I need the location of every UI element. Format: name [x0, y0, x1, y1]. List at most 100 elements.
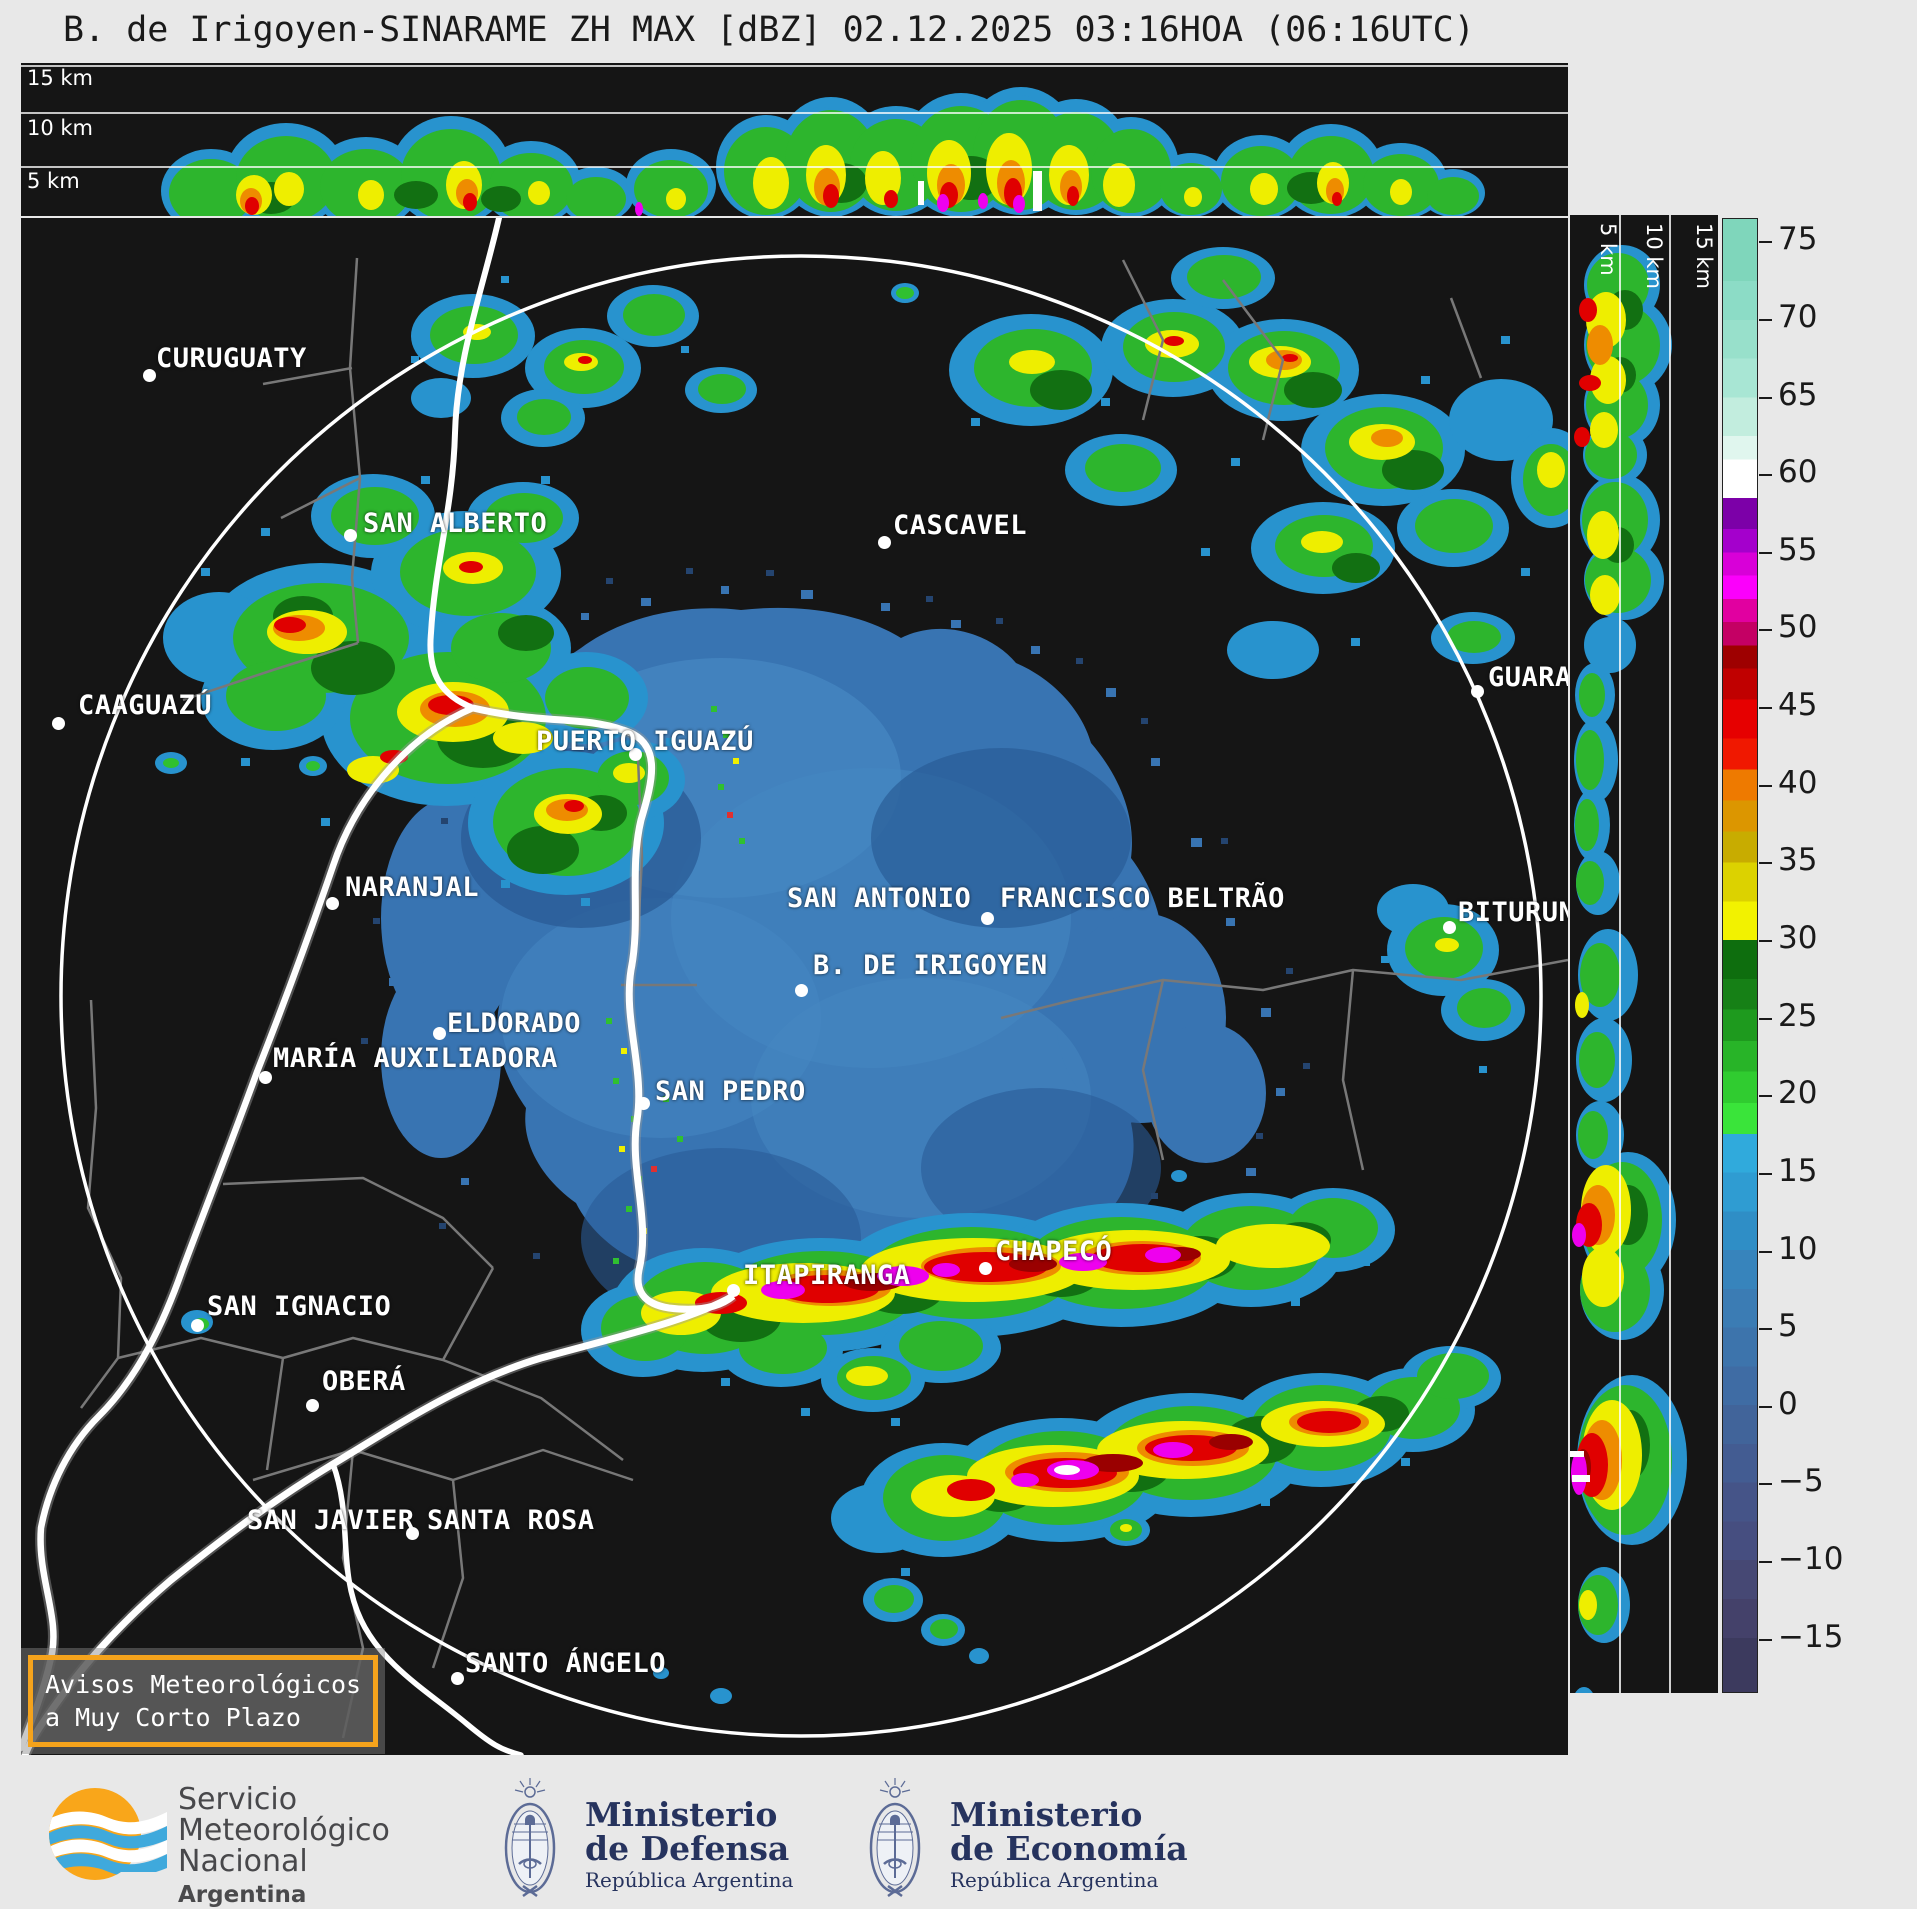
- colorbar: [1722, 218, 1758, 1693]
- city-label-cascavel: CASCAVEL: [893, 510, 1028, 541]
- colorbar-tick-label: 0: [1778, 1385, 1798, 1422]
- city-dot-caaguaz-: [51, 716, 65, 730]
- colorbar-tick: [1759, 1017, 1772, 1020]
- defensa-line1: Ministerio: [585, 1795, 778, 1834]
- city-dot-san-pedro: [636, 1096, 650, 1110]
- colorbar-tick-label: 30: [1778, 920, 1818, 957]
- colorbar-tick: [1759, 1638, 1772, 1641]
- city-dot-santa-rosa: [405, 1526, 419, 1540]
- height-label-10km-vertical: 10 km: [1642, 223, 1666, 290]
- city-label-biturun: BITURUN: [1458, 897, 1568, 928]
- warning-box[interactable]: Avisos Meteorológicos a Muy Corto Plazo: [21, 1648, 386, 1754]
- city-label-san-antonio: SAN ANTONIO: [787, 883, 972, 914]
- colorbar-tick-label: 70: [1778, 299, 1818, 336]
- city-dot-francisco-beltr-o: [980, 911, 994, 925]
- smn-country: Argentina: [178, 1882, 307, 1908]
- smn-wordmark: Servicio Meteorológico Nacional Argentin…: [178, 1784, 390, 1909]
- colorbar-tick-label: 25: [1778, 997, 1818, 1034]
- city-label-san-pedro: SAN PEDRO: [655, 1076, 806, 1107]
- rivers: [21, 218, 736, 1755]
- colorbar-tick-label: −5: [1778, 1463, 1824, 1500]
- colorbar-tick: [1759, 1405, 1772, 1408]
- height-label-15km: 15 km: [27, 66, 94, 90]
- city-label-guara: GUARA: [1488, 662, 1568, 693]
- smn-logo: [47, 1782, 167, 1886]
- colorbar-tick-label: 10: [1778, 1230, 1818, 1267]
- echo-top-magenta: [635, 193, 1025, 216]
- defensa-line3: República Argentina: [585, 1868, 794, 1892]
- colorbar-tick-label: 40: [1778, 764, 1818, 801]
- economia-line3: República Argentina: [950, 1868, 1159, 1892]
- city-dot-chapec-: [978, 1261, 992, 1275]
- economia-coat-of-arms-icon: [862, 1776, 928, 1902]
- colorbar-tick-label: 45: [1778, 687, 1818, 724]
- echo-cluster-northeast: [949, 247, 1568, 679]
- top-cross-section-plot: [21, 65, 1568, 216]
- economia-line2: de Economía: [950, 1829, 1188, 1868]
- city-label-mar-a-auxiliadora: MARÍA AUXILIADORA: [273, 1043, 558, 1074]
- colorbar-tick: [1759, 318, 1772, 321]
- radar-map-graphics: [21, 218, 1568, 1755]
- city-label-santa-rosa: SANTA ROSA: [427, 1505, 595, 1536]
- city-label-chapec-: CHAPECÓ: [995, 1236, 1113, 1267]
- city-label-santo-ngelo: SANTO ÁNGELO: [465, 1648, 667, 1679]
- city-label-caaguaz-: CAAGUAZÚ: [78, 690, 213, 721]
- economia-line1: Ministerio: [950, 1795, 1143, 1834]
- echo-band-southeast: [831, 1346, 1501, 1576]
- city-label-b-de-irigoyen: B. DE IRIGOYEN: [813, 950, 1048, 981]
- smn-line2: Meteorológico: [178, 1813, 390, 1848]
- right-cross-section-panel: 5 km 10 km 15 km: [1570, 215, 1718, 1693]
- city-dot-mar-a-auxiliadora: [258, 1070, 272, 1084]
- echo-cluster-north: [411, 276, 919, 447]
- city-dot-ober-: [305, 1398, 319, 1412]
- height-label-15km-vertical: 15 km: [1692, 223, 1716, 290]
- height-label-10km: 10 km: [27, 116, 94, 140]
- colorbar-tick-label: 20: [1778, 1075, 1818, 1112]
- city-dot-puerto-iguaz-: [628, 747, 642, 761]
- page-title: B. de Irigoyen-SINARAME ZH MAX [dBZ] 02.…: [63, 10, 1475, 50]
- city-label-curuguaty: CURUGUATY: [156, 343, 307, 374]
- city-dot-b-de-irigoyen: [794, 983, 808, 997]
- colorbar-tick: [1759, 784, 1772, 787]
- smn-line3: Nacional: [178, 1844, 308, 1879]
- city-label-francisco-beltr-o: FRANCISCO BELTRÃO: [1000, 883, 1285, 914]
- colorbar-tick: [1759, 551, 1772, 554]
- city-label-itapiranga: ITAPIRANGA: [743, 1260, 911, 1291]
- city-dot-biturun: [1442, 920, 1456, 934]
- colorbar-tick: [1759, 1328, 1772, 1331]
- height-gridlines-vertical: [1619, 215, 1671, 1693]
- echo-right-white-cores: [1570, 1451, 1590, 1482]
- colorbar-tick-label: −10: [1778, 1541, 1844, 1578]
- city-label-san-alberto: SAN ALBERTO: [363, 508, 548, 539]
- city-dot-eldorado: [432, 1026, 446, 1040]
- colorbar-tick-label: 50: [1778, 609, 1818, 646]
- colorbar-tick: [1759, 241, 1772, 244]
- city-label-puerto-iguaz-: PUERTO IGUAZÚ: [536, 726, 754, 757]
- colorbar-tick: [1759, 629, 1772, 632]
- colorbar-tick-label: 5: [1778, 1308, 1798, 1345]
- radar-map-panel[interactable]: CURUGUATY CAAGUAZÚ SAN ALBERTO CASCAVEL GUAR…: [21, 218, 1568, 1755]
- colorbar-tick: [1759, 707, 1772, 710]
- colorbar-tick-label: 35: [1778, 842, 1818, 879]
- height-label-5km: 5 km: [27, 169, 80, 193]
- defensa-wordmark: Ministerio de Defensa República Argentin…: [585, 1798, 793, 1894]
- colorbar-tick: [1759, 1095, 1772, 1098]
- colorbar-tick: [1759, 1250, 1772, 1253]
- city-label-ober-: OBERÁ: [322, 1366, 406, 1397]
- city-dot-guara: [1470, 684, 1484, 698]
- smn-line1: Servicio: [178, 1782, 298, 1817]
- colorbar-tick: [1759, 939, 1772, 942]
- echo-top-white-cores: [918, 171, 1042, 211]
- colorbar-tick: [1759, 396, 1772, 399]
- city-dot-naranjal: [325, 896, 339, 910]
- height-label-5km-vertical: 5 km: [1596, 223, 1620, 276]
- right-cross-section-plot: [1570, 215, 1687, 1693]
- range-ring: [59, 254, 1543, 1738]
- height-gridlines: [21, 65, 1568, 168]
- city-dot-curuguaty: [142, 368, 156, 382]
- colorbar-tick: [1759, 1483, 1772, 1486]
- colorbar-tick-label: 55: [1778, 532, 1818, 569]
- colorbar-tick: [1759, 1561, 1772, 1564]
- colorbar-tick-label: 65: [1778, 376, 1818, 413]
